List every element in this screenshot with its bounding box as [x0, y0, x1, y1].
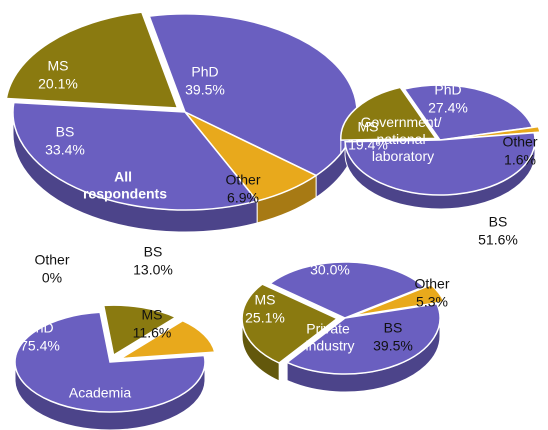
slice-label: PhD: [316, 244, 343, 260]
slice: [120, 319, 216, 360]
value-label: 0%: [42, 270, 62, 286]
slice: [445, 125, 541, 141]
value-label: 27.4%: [428, 100, 468, 116]
slice: [340, 86, 438, 141]
slice-label: BS: [56, 124, 75, 140]
value-label: 6.9%: [227, 190, 259, 206]
value-label: 75.4%: [20, 338, 60, 354]
slice: [241, 283, 339, 364]
value-label: 30.0%: [310, 262, 350, 278]
pie: PhD 27.4% Other 1.6% BS 51.6% MS 19.4%Governmen…: [340, 82, 541, 248]
slice: [14, 311, 206, 413]
slice-label: PhD: [191, 64, 218, 80]
slice-label: BS: [144, 244, 163, 260]
pie-title: Government/ national laboratory: [361, 114, 446, 164]
pie-title: All respondents: [83, 168, 167, 201]
slice: [268, 261, 426, 319]
slice: [352, 283, 446, 317]
slice-label: Other: [34, 252, 69, 268]
pie: PhD 30.0% Other 5.3% BS 39.5% MS 25.1% Private i…: [241, 244, 450, 393]
value-label: 19.4%: [348, 137, 388, 153]
slice-label: BS: [384, 320, 403, 336]
pie-title: Academia: [69, 385, 131, 401]
slice: [344, 131, 536, 196]
value-label: 11.6%: [133, 325, 172, 341]
pie-title: Private industry: [305, 320, 354, 353]
slice-label: MS: [358, 119, 379, 135]
pie: PhD 39.5% Other 6.9% BS 33.4% MS 20.1% All respo…: [5, 11, 358, 233]
value-label: 1.6%: [504, 152, 536, 168]
slice: [285, 302, 441, 375]
slice: [12, 101, 259, 211]
slice: [5, 11, 179, 109]
value-label: 20.1%: [38, 76, 78, 92]
value-label: 5.3%: [416, 294, 448, 310]
slice-label: BS: [489, 214, 508, 230]
slice-label: MS: [48, 58, 69, 74]
slice-label: MS: [255, 292, 276, 308]
value-label: 13.0%: [133, 262, 173, 278]
value-label: 39.5%: [373, 338, 413, 354]
slice-label: MS: [142, 307, 163, 323]
value-label: 51.6%: [478, 232, 518, 248]
value-label: 25.1%: [245, 310, 285, 326]
slice: [102, 304, 178, 357]
slice-label: Other: [225, 172, 260, 188]
pie: Other 0% BS 13.0% MS 11.6% PhD 75.4% Academia: [14, 244, 216, 430]
slice-label: Other: [414, 276, 449, 292]
value-label: 33.4%: [45, 142, 85, 158]
slice-label: Other: [502, 134, 537, 150]
slice-label: PhD: [26, 320, 53, 336]
slice-label: PhD: [434, 82, 461, 98]
value-label: 39.5%: [185, 82, 225, 98]
slice: [403, 84, 534, 141]
